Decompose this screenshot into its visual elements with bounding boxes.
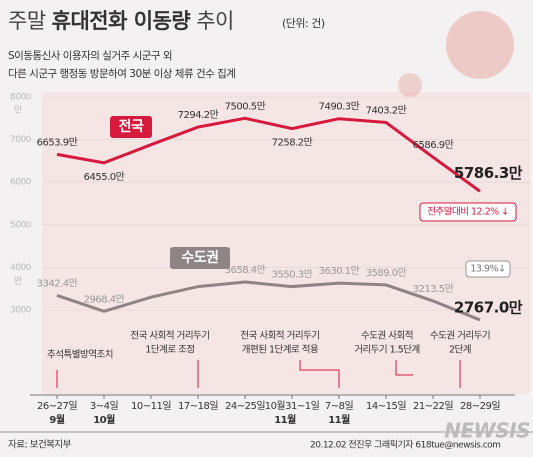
legend-box	[170, 247, 230, 269]
y-tick-label: 6000	[10, 178, 32, 188]
value-label: 7403.2만	[366, 104, 407, 116]
title-part: 추이	[196, 9, 234, 33]
value-label: 6653.9만	[37, 136, 78, 148]
change-label: 전주말대비 12.2% ↓	[427, 206, 508, 218]
y-tick-label: 4000	[10, 263, 32, 273]
virus-icon	[398, 73, 422, 97]
event-arrow	[395, 360, 413, 376]
x-tick-label: 24~25일	[225, 400, 265, 412]
month-label: 9월	[49, 414, 64, 426]
series-line	[56, 116, 481, 193]
x-tick-label: 10월31~1일	[265, 400, 320, 412]
value-label: 3630.1만	[319, 265, 360, 277]
value-label: 7258.2만	[272, 137, 313, 149]
event-note: 전국 사회적 거리두기	[130, 330, 209, 342]
plot-band	[42, 92, 530, 394]
change-box	[419, 202, 517, 222]
month-label: 11월	[274, 414, 296, 426]
month-label: 10월	[93, 414, 115, 426]
y-tick-label: 8000	[10, 93, 32, 103]
chart-title: 주말 휴대전화 이동량 추이	[8, 9, 234, 33]
series-line	[56, 280, 481, 322]
value-label: 3342.4만	[37, 277, 78, 289]
value-label: 3589.0만	[366, 267, 407, 279]
y-tick-label: 3000	[10, 306, 32, 316]
title-part: 주말	[8, 9, 46, 33]
x-tick-label: 26~27일	[37, 400, 77, 412]
month-label: 11월	[328, 414, 350, 426]
value-label: 2767.0만	[454, 298, 523, 316]
x-tick-label: 21~22일	[413, 400, 453, 412]
event-note: 거리두기 1.5단계	[354, 344, 420, 356]
change-label: 13.9%↓	[470, 264, 505, 275]
event-note: 개편된 1단계로 적용	[242, 344, 319, 356]
value-label: 6586.9만	[413, 139, 454, 151]
event-note: 1단계로 조정	[145, 344, 194, 356]
subtitle: S이동통신사 이용자의 실거주 시군구 외	[8, 50, 172, 62]
legend-label: 전국	[119, 118, 144, 135]
x-tick-label: 3~4일	[90, 400, 119, 412]
y-unit: 만	[14, 276, 22, 287]
event-note: 수도권 사회적	[361, 330, 413, 342]
x-tick-label: 10~11일	[131, 400, 171, 412]
brand: NEWSIS	[444, 419, 530, 443]
title-part: 휴대전화 이동량	[52, 9, 191, 33]
value-label: 7294.2만	[178, 109, 219, 121]
event-note: 추석특별방역조치	[47, 349, 113, 361]
value-label: 6455.0만	[84, 171, 125, 183]
value-label: 3658.4만	[225, 264, 266, 276]
x-tick-label: 14~15일	[366, 400, 406, 412]
value-label: 3213.5만	[413, 283, 454, 295]
y-tick-label: 7000	[10, 135, 32, 145]
value-label: 7500.5만	[225, 100, 266, 112]
source: 자료: 보건복지부	[8, 440, 72, 451]
value-label: 7490.3만	[319, 101, 360, 113]
legend-label: 수도권	[181, 250, 218, 266]
legend-box	[110, 116, 152, 138]
x-tick-label: 28~29일	[460, 400, 500, 412]
value-label: 2968.4만	[84, 293, 125, 305]
y-unit: 만	[14, 105, 22, 116]
x-tick-label: 7~8일	[325, 400, 354, 412]
credit: 20.12.02 전진우 그래픽기자 618tue@newsis.com	[310, 440, 500, 451]
unit-note: (단위: 건)	[282, 17, 325, 30]
y-tick-label: 5000	[10, 220, 32, 230]
x-tick-label: 17~18일	[178, 400, 218, 412]
change-box	[465, 260, 511, 278]
value-label: 5786.3만	[454, 164, 523, 182]
value-label: 3550.3만	[272, 269, 313, 281]
subtitle: 다른 시군구 행정동 방문하여 30분 이상 체류 건수 집계	[8, 67, 235, 80]
event-note: 전국 사회적 거리두기	[240, 330, 319, 342]
event-arrow	[299, 360, 340, 388]
event-note: 수도권 거리두기	[430, 330, 490, 342]
event-note: 2단계	[449, 344, 471, 356]
virus-icon	[446, 11, 514, 79]
